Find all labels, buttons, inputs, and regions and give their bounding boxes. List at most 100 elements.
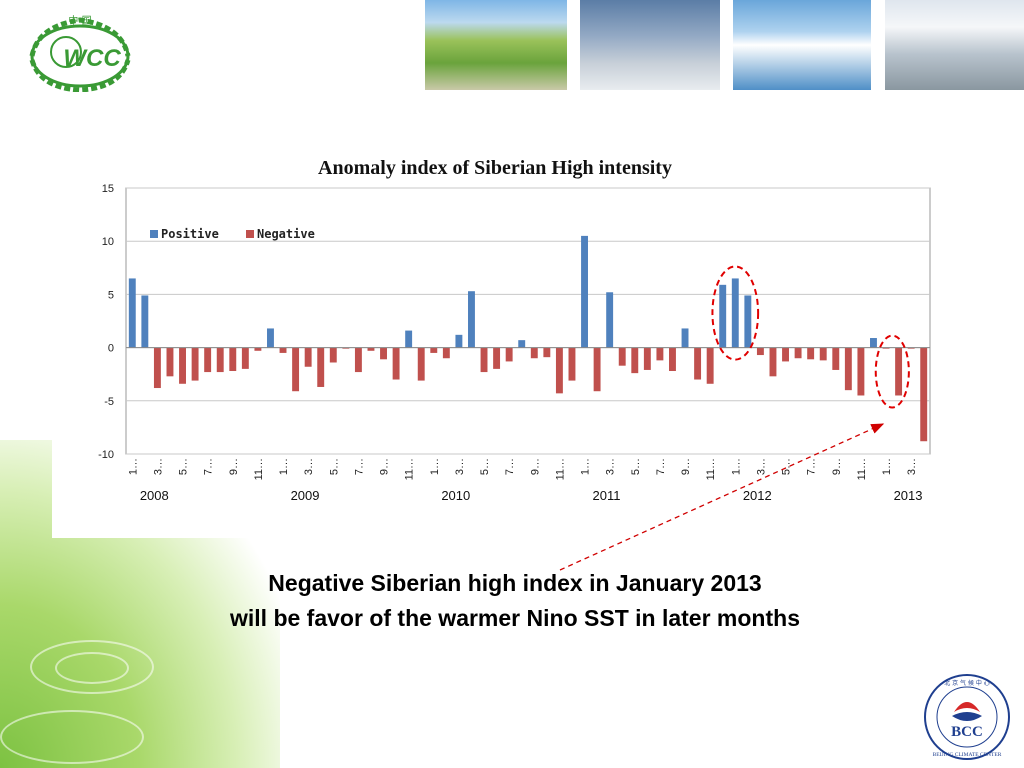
- y-tick-label: 0: [108, 343, 114, 355]
- chart-area: Anomaly index of Siberian High intensity…: [52, 150, 942, 538]
- bar-negative: [807, 347, 815, 360]
- bar-negative: [354, 347, 362, 373]
- bar-negative: [643, 347, 651, 370]
- x-tick-label: 1…: [278, 458, 290, 475]
- bar-negative: [241, 347, 249, 369]
- bar-negative: [342, 347, 350, 349]
- caption-line-2: will be favor of the warmer Nino SST in …: [230, 605, 800, 631]
- bar-negative: [782, 347, 789, 362]
- x-tick-label: 11…: [554, 458, 566, 480]
- x-tick-label: 9…: [680, 458, 692, 475]
- bar-negative: [769, 347, 777, 377]
- x-tick-label: 3…: [605, 458, 617, 475]
- bar-negative: [179, 347, 186, 384]
- x-tick-label: 11…: [705, 458, 717, 480]
- legend-label: Negative: [257, 227, 315, 241]
- bar-negative: [216, 347, 224, 373]
- bar-negative: [480, 347, 488, 373]
- y-tick-label: -10: [98, 449, 114, 461]
- wcc-logo-chinese: 中 国: [68, 14, 91, 27]
- bar-negative: [254, 347, 262, 351]
- bar-negative: [543, 347, 551, 358]
- bar-negative: [204, 347, 212, 373]
- chart-title: Anomaly index of Siberian High intensity: [318, 157, 672, 179]
- x-tick-label: 7…: [353, 458, 365, 475]
- y-tick-label: -5: [104, 396, 114, 408]
- x-tick-label: 3…: [755, 458, 767, 475]
- bar-positive: [681, 328, 689, 348]
- x-tick-label: 7…: [655, 458, 667, 475]
- bar-negative: [895, 347, 903, 396]
- bar-positive: [267, 328, 274, 348]
- bar-negative: [882, 347, 890, 349]
- bar-negative: [367, 347, 375, 351]
- water-ripple: [30, 640, 154, 694]
- x-tick-label: 1…: [127, 458, 139, 475]
- bar-positive: [128, 278, 136, 348]
- bar-negative: [844, 347, 852, 391]
- bcc-logo: BCC 北 京 气 候 中 心 BEIJING CLIMATE CENTER: [924, 674, 1010, 760]
- water-ripple: [55, 652, 129, 684]
- highlight-ellipse: [874, 334, 910, 409]
- bar-negative: [430, 347, 438, 353]
- bar-negative: [329, 347, 337, 363]
- bar-negative: [304, 347, 312, 367]
- y-tick-label: 15: [102, 183, 114, 195]
- year-label: 2008: [140, 488, 169, 503]
- year-label: 2009: [291, 488, 320, 503]
- bar-negative: [669, 347, 676, 372]
- x-tick-label: 9…: [831, 458, 843, 475]
- x-tick-label: 9…: [228, 458, 240, 475]
- wcc-logo-text: WCC: [63, 45, 121, 72]
- x-tick-label: 7…: [203, 458, 215, 475]
- highlight-ellipse: [711, 265, 760, 361]
- bar-negative: [555, 347, 563, 394]
- bar-positive: [518, 340, 526, 348]
- year-label: 2013: [894, 488, 923, 503]
- bar-negative: [819, 347, 827, 361]
- x-tick-label: 7…: [504, 458, 516, 475]
- legend-swatch: [246, 230, 254, 238]
- bar-negative: [279, 347, 287, 353]
- bar-positive: [731, 278, 739, 348]
- bar-negative: [618, 347, 626, 366]
- bar-negative: [417, 347, 425, 381]
- x-tick-label: 9…: [529, 458, 541, 475]
- bar-negative: [530, 347, 538, 359]
- bar-negative: [920, 347, 928, 442]
- bar-negative: [317, 347, 325, 387]
- x-tick-label: 9…: [379, 458, 391, 475]
- bcc-logo-text: BCC: [951, 724, 983, 740]
- bar-positive: [468, 291, 475, 348]
- legend-label: Positive: [161, 227, 219, 241]
- banner-photo-iceberg: [733, 0, 871, 90]
- bar-negative: [292, 347, 300, 392]
- x-tick-label: 3…: [906, 458, 918, 475]
- banner-photo-clouds: [885, 0, 1024, 90]
- bar-negative: [229, 347, 237, 372]
- bar-positive: [870, 338, 877, 348]
- bar-positive: [405, 330, 413, 348]
- bar-positive: [455, 334, 463, 348]
- bar-negative: [706, 347, 714, 384]
- bar-positive: [141, 295, 149, 348]
- bcc-logo-ring-text: BEIJING CLIMATE CENTER: [933, 752, 1002, 758]
- bar-negative: [756, 347, 764, 356]
- annotation-arrow: [559, 423, 885, 571]
- bar-negative: [442, 347, 450, 359]
- x-tick-label: 1…: [429, 458, 441, 475]
- x-tick-label: 3…: [303, 458, 315, 475]
- bar-negative: [857, 347, 865, 396]
- x-tick-label: 1…: [730, 458, 742, 475]
- bar-positive: [719, 284, 727, 348]
- bar-negative: [392, 347, 400, 380]
- caption-line-1: Negative Siberian high index in January …: [268, 570, 762, 596]
- x-tick-label: 5…: [781, 458, 793, 475]
- legend-swatch: [150, 230, 158, 238]
- bar-positive: [744, 295, 752, 348]
- bar-negative: [907, 347, 915, 349]
- bar-positive: [606, 292, 614, 348]
- x-tick-label: 3…: [152, 458, 164, 475]
- x-tick-label: 11…: [404, 458, 416, 480]
